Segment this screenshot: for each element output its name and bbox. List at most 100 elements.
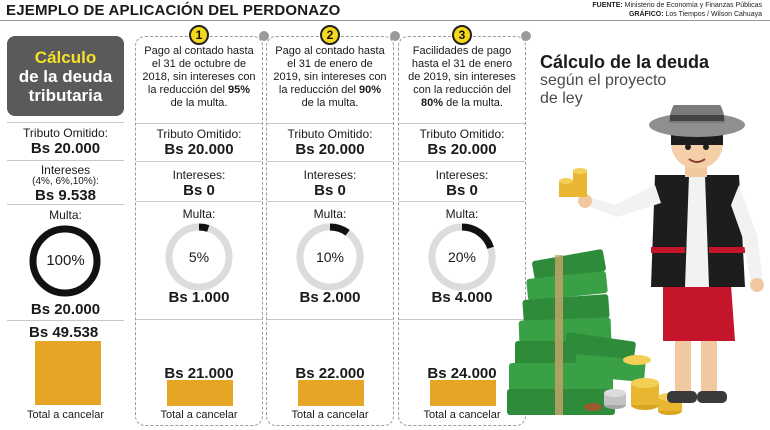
- ring-fill: [296, 223, 364, 291]
- intereses-label: Intereses:: [303, 168, 357, 182]
- row-divider: [267, 319, 393, 320]
- header-line-2: de la deuda: [18, 67, 113, 86]
- multa-value: Bs 1.000: [168, 289, 230, 306]
- multa-label: Multa:: [445, 207, 479, 221]
- multa-label: Multa:: [49, 208, 82, 222]
- multa-progress-ring: [428, 223, 496, 291]
- multa-percent: 20%: [447, 249, 477, 265]
- scenario-card-1: 1 Pago al contado hasta el 31 de octubre…: [135, 25, 263, 426]
- debt-calculation-header: Cálculo de la deuda tributaria: [7, 36, 124, 116]
- illustration-subtitle: según el proyecto de ley: [540, 72, 666, 108]
- connector-dot: [390, 31, 400, 41]
- total-label: Total a cancelar: [26, 409, 105, 421]
- total-value: Bs 21.000: [164, 365, 234, 382]
- row-divider: [267, 123, 393, 124]
- intereses-value: Bs 0: [314, 182, 346, 199]
- scenario-description: Pago al contado hasta el 31 de enero de …: [273, 45, 387, 110]
- reduction-percent: 95%: [228, 84, 251, 96]
- tributo-value: Bs 20.000: [164, 141, 234, 158]
- description-tail: de la multa.: [170, 97, 228, 109]
- scenario-number-badge: 2: [320, 25, 340, 45]
- row-divider: [267, 201, 393, 202]
- source-credits: FUENTE: Ministerio de Economía y Finanza…: [592, 1, 762, 19]
- reduction-percent: 80%: [421, 97, 444, 109]
- intereses-row: Intereses (4%, 6%,10%): Bs 9.538: [7, 160, 124, 204]
- subtitle-line-2: de ley: [540, 90, 583, 107]
- description-text: Pago al contado hasta el 31 de octubre d…: [142, 45, 256, 96]
- total-bar: [298, 380, 364, 406]
- multa-percent: 10%: [315, 249, 345, 265]
- connector-dot: [521, 31, 531, 41]
- intereses-value: Bs 0: [183, 182, 215, 199]
- banknote-stack-icon: [507, 249, 646, 415]
- source-label: FUENTE:: [592, 2, 623, 9]
- scenario-number-badge: 3: [452, 25, 472, 45]
- multa-progress-ring: [165, 223, 233, 291]
- tributo-value: Bs 20.000: [295, 141, 365, 158]
- total-bar: [430, 380, 496, 406]
- total-row: Bs 49.538 Total a cancelar: [7, 320, 124, 428]
- coin-stack-icon: [584, 355, 682, 415]
- multa-value: Bs 4.000: [431, 289, 493, 306]
- header-divider: [0, 20, 770, 21]
- intereses-value: Bs 9.538: [35, 187, 96, 204]
- multa-percent: 100%: [46, 252, 85, 269]
- total-bar: [35, 341, 101, 405]
- total-value: Bs 22.000: [295, 365, 365, 382]
- header-line-3: tributaria: [28, 86, 103, 105]
- tributo-label: Tributo Omitido:: [287, 127, 373, 141]
- ring-fill: [165, 223, 233, 291]
- intereses-value: Bs 0: [446, 182, 478, 199]
- page-title: EJEMPLO DE APLICACIÓN DEL PERDONAZO: [6, 2, 341, 19]
- row-divider: [399, 161, 525, 162]
- row-divider: [399, 123, 525, 124]
- total-value: Bs 24.000: [427, 365, 497, 382]
- row-divider: [136, 123, 262, 124]
- scenario-description: Facilidades de pago hasta el 31 de enero…: [405, 45, 519, 110]
- multa-full-ring: [29, 225, 101, 297]
- graphic-label: GRÁFICO:: [628, 11, 664, 18]
- multa-label: Multa:: [182, 207, 216, 221]
- tributo-row: Tributo Omitido: Bs 20.000: [7, 122, 124, 160]
- description-tail: de la multa.: [443, 97, 503, 109]
- multa-row: Multa: 100% Bs 20.000: [7, 204, 124, 320]
- header-line-1: Cálculo: [34, 48, 97, 67]
- total-bar: [167, 380, 233, 406]
- total-value: Bs 49.538: [29, 324, 99, 341]
- intereses-label: Intereses:: [172, 168, 226, 182]
- graphic-text: Los Tiempos / Wilson Cahuaya: [665, 11, 763, 18]
- intereses-label: Intereses: [40, 163, 91, 177]
- total-label: Total a cancelar: [160, 409, 238, 421]
- reduction-percent: 90%: [359, 84, 382, 96]
- original-debt-column: Cálculo de la deuda tributaria Tributo O…: [4, 36, 127, 428]
- row-divider: [399, 319, 525, 320]
- multa-value: Bs 20.000: [30, 301, 101, 318]
- scenario-card-3: 3 Facilidades de pago hasta el 31 de ene…: [398, 25, 526, 426]
- total-label: Total a cancelar: [423, 409, 501, 421]
- ring-fill: [428, 223, 496, 291]
- row-divider: [399, 201, 525, 202]
- taxpayer-character-icon: [559, 105, 764, 403]
- scenario-card-2: 2 Pago al contado hasta el 31 de enero d…: [266, 25, 394, 426]
- source-text: Ministerio de Economía y Finanzas Públic…: [624, 2, 762, 9]
- tributo-label: Tributo Omitido:: [156, 127, 242, 141]
- tributo-value: Bs 20.000: [30, 140, 101, 157]
- multa-label: Multa:: [313, 207, 347, 221]
- tributo-value: Bs 20.000: [427, 141, 497, 158]
- row-divider: [136, 161, 262, 162]
- multa-progress-ring: [296, 223, 364, 291]
- connector-dot: [259, 31, 269, 41]
- description-text: Pago al contado hasta el 31 de enero de …: [273, 45, 387, 96]
- scenario-description: Pago al contado hasta el 31 de octubre d…: [142, 45, 256, 110]
- subtitle-line-1: según el proyecto: [540, 72, 667, 89]
- multa-percent: 5%: [188, 249, 210, 265]
- scenario-number-badge: 1: [189, 25, 209, 45]
- row-divider: [136, 319, 262, 320]
- description-text: Facilidades de pago hasta el 31 de enero…: [408, 45, 516, 96]
- tributo-label: Tributo Omitido:: [419, 127, 505, 141]
- taxpayer-illustration: [507, 105, 764, 415]
- description-tail: de la multa.: [301, 97, 359, 109]
- row-divider: [136, 201, 262, 202]
- row-divider: [267, 161, 393, 162]
- illustration-title: Cálculo de la deuda: [540, 52, 710, 72]
